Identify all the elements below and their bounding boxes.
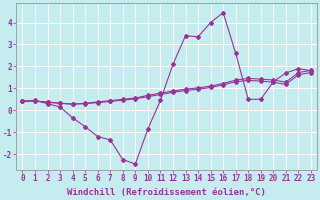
X-axis label: Windchill (Refroidissement éolien,°C): Windchill (Refroidissement éolien,°C) (67, 188, 266, 197)
